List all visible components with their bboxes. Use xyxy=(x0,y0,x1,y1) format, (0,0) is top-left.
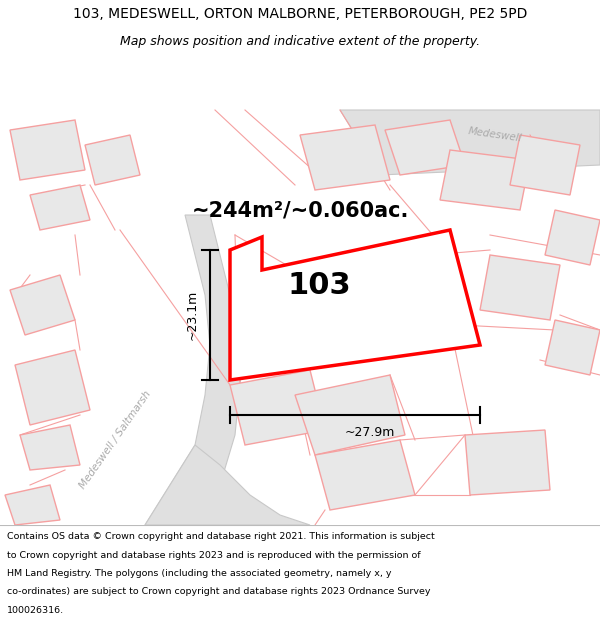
Polygon shape xyxy=(270,265,380,365)
Polygon shape xyxy=(145,215,245,525)
Polygon shape xyxy=(85,135,140,185)
Text: 100026316.: 100026316. xyxy=(7,606,64,615)
Text: Medeswell / Saltmarsh: Medeswell / Saltmarsh xyxy=(77,389,152,491)
Polygon shape xyxy=(145,445,310,525)
Polygon shape xyxy=(440,150,530,210)
Polygon shape xyxy=(300,125,390,190)
Polygon shape xyxy=(365,255,450,340)
Polygon shape xyxy=(5,485,60,525)
Text: Contains OS data © Crown copyright and database right 2021. This information is : Contains OS data © Crown copyright and d… xyxy=(7,532,435,541)
Polygon shape xyxy=(465,430,550,495)
Polygon shape xyxy=(340,110,600,175)
Polygon shape xyxy=(295,375,405,455)
Polygon shape xyxy=(545,320,600,375)
Polygon shape xyxy=(230,230,480,380)
Text: 103, MEDESWELL, ORTON MALBORNE, PETERBOROUGH, PE2 5PD: 103, MEDESWELL, ORTON MALBORNE, PETERBOR… xyxy=(73,7,527,21)
Polygon shape xyxy=(10,275,75,335)
Polygon shape xyxy=(385,120,465,175)
Text: ~23.1m: ~23.1m xyxy=(185,290,199,340)
Polygon shape xyxy=(30,185,90,230)
Polygon shape xyxy=(510,135,580,195)
Polygon shape xyxy=(480,255,560,320)
Polygon shape xyxy=(15,350,90,425)
Text: co-ordinates) are subject to Crown copyright and database rights 2023 Ordnance S: co-ordinates) are subject to Crown copyr… xyxy=(7,588,431,596)
Text: Map shows position and indicative extent of the property.: Map shows position and indicative extent… xyxy=(120,35,480,48)
Polygon shape xyxy=(20,425,80,470)
Polygon shape xyxy=(315,440,415,510)
Polygon shape xyxy=(230,370,325,445)
Text: ~244m²/~0.060ac.: ~244m²/~0.060ac. xyxy=(191,200,409,220)
Polygon shape xyxy=(10,120,85,180)
Text: HM Land Registry. The polygons (including the associated geometry, namely x, y: HM Land Registry. The polygons (includin… xyxy=(7,569,392,578)
Text: ~27.9m: ~27.9m xyxy=(345,426,395,439)
Text: 103: 103 xyxy=(287,271,351,300)
Polygon shape xyxy=(545,210,600,265)
Text: Medeswell: Medeswell xyxy=(467,126,523,144)
Text: to Crown copyright and database rights 2023 and is reproduced with the permissio: to Crown copyright and database rights 2… xyxy=(7,551,421,559)
